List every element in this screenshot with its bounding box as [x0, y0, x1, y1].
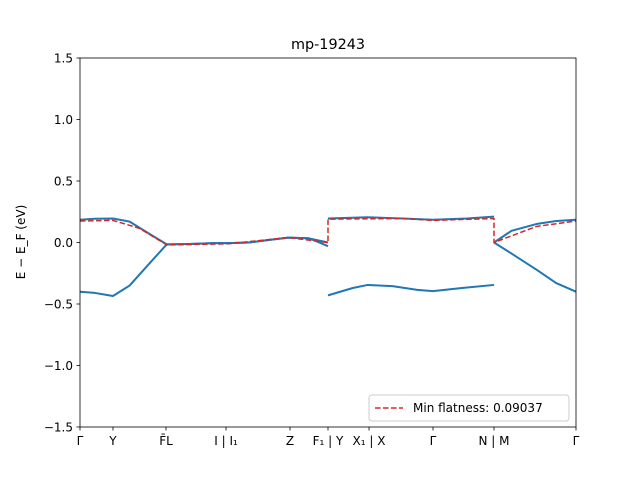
legend-box	[368, 394, 570, 422]
x-tick-label: Γ	[430, 434, 437, 448]
x-tick-label: F₁ | Y	[313, 434, 344, 448]
band-line-6	[493, 241, 577, 293]
y-axis-label: E − E_F (eV)	[14, 205, 28, 280]
chart-title: mp-19243	[291, 37, 365, 53]
legend-label: Min flatness: 0.09037	[413, 401, 543, 415]
x-tick-label: X₁ | X	[353, 434, 386, 448]
y-tick-label: −1.0	[44, 359, 73, 373]
y-tick-label: −0.5	[44, 298, 73, 312]
x-tick-label: Γ	[77, 434, 84, 448]
y-tick-label: 0.5	[54, 175, 73, 189]
x-tick-label: Γ	[573, 434, 580, 448]
y-tick-label: 1.0	[54, 113, 73, 127]
y-tick-label: 1.5	[54, 52, 73, 66]
band-line-2	[79, 236, 329, 297]
x-axis: Γ Y F̄L I | I₁ Z F₁ | Y X₁ | X Γ N | M Γ	[77, 427, 580, 448]
y-axis: 1.5 1.0 0.5 0.0 −0.5 −1.0 −1.5	[44, 52, 80, 435]
plot-area	[79, 215, 577, 297]
x-tick-label: N | M	[479, 434, 510, 448]
y-tick-label: 0.0	[54, 236, 73, 250]
plot-frame	[79, 57, 577, 428]
flat-band-series	[79, 217, 577, 246]
x-tick-label: Z	[286, 434, 294, 448]
band-line-5	[493, 218, 577, 244]
band-line-4	[327, 283, 495, 297]
x-tick-label: I | I₁	[214, 434, 238, 448]
band-line-3	[327, 215, 495, 221]
x-tick-label: F̄L	[159, 434, 173, 448]
legend: Min flatness: 0.09037	[368, 394, 570, 422]
y-tick-label: −1.5	[44, 421, 73, 435]
x-tick-label: Y	[108, 434, 117, 448]
